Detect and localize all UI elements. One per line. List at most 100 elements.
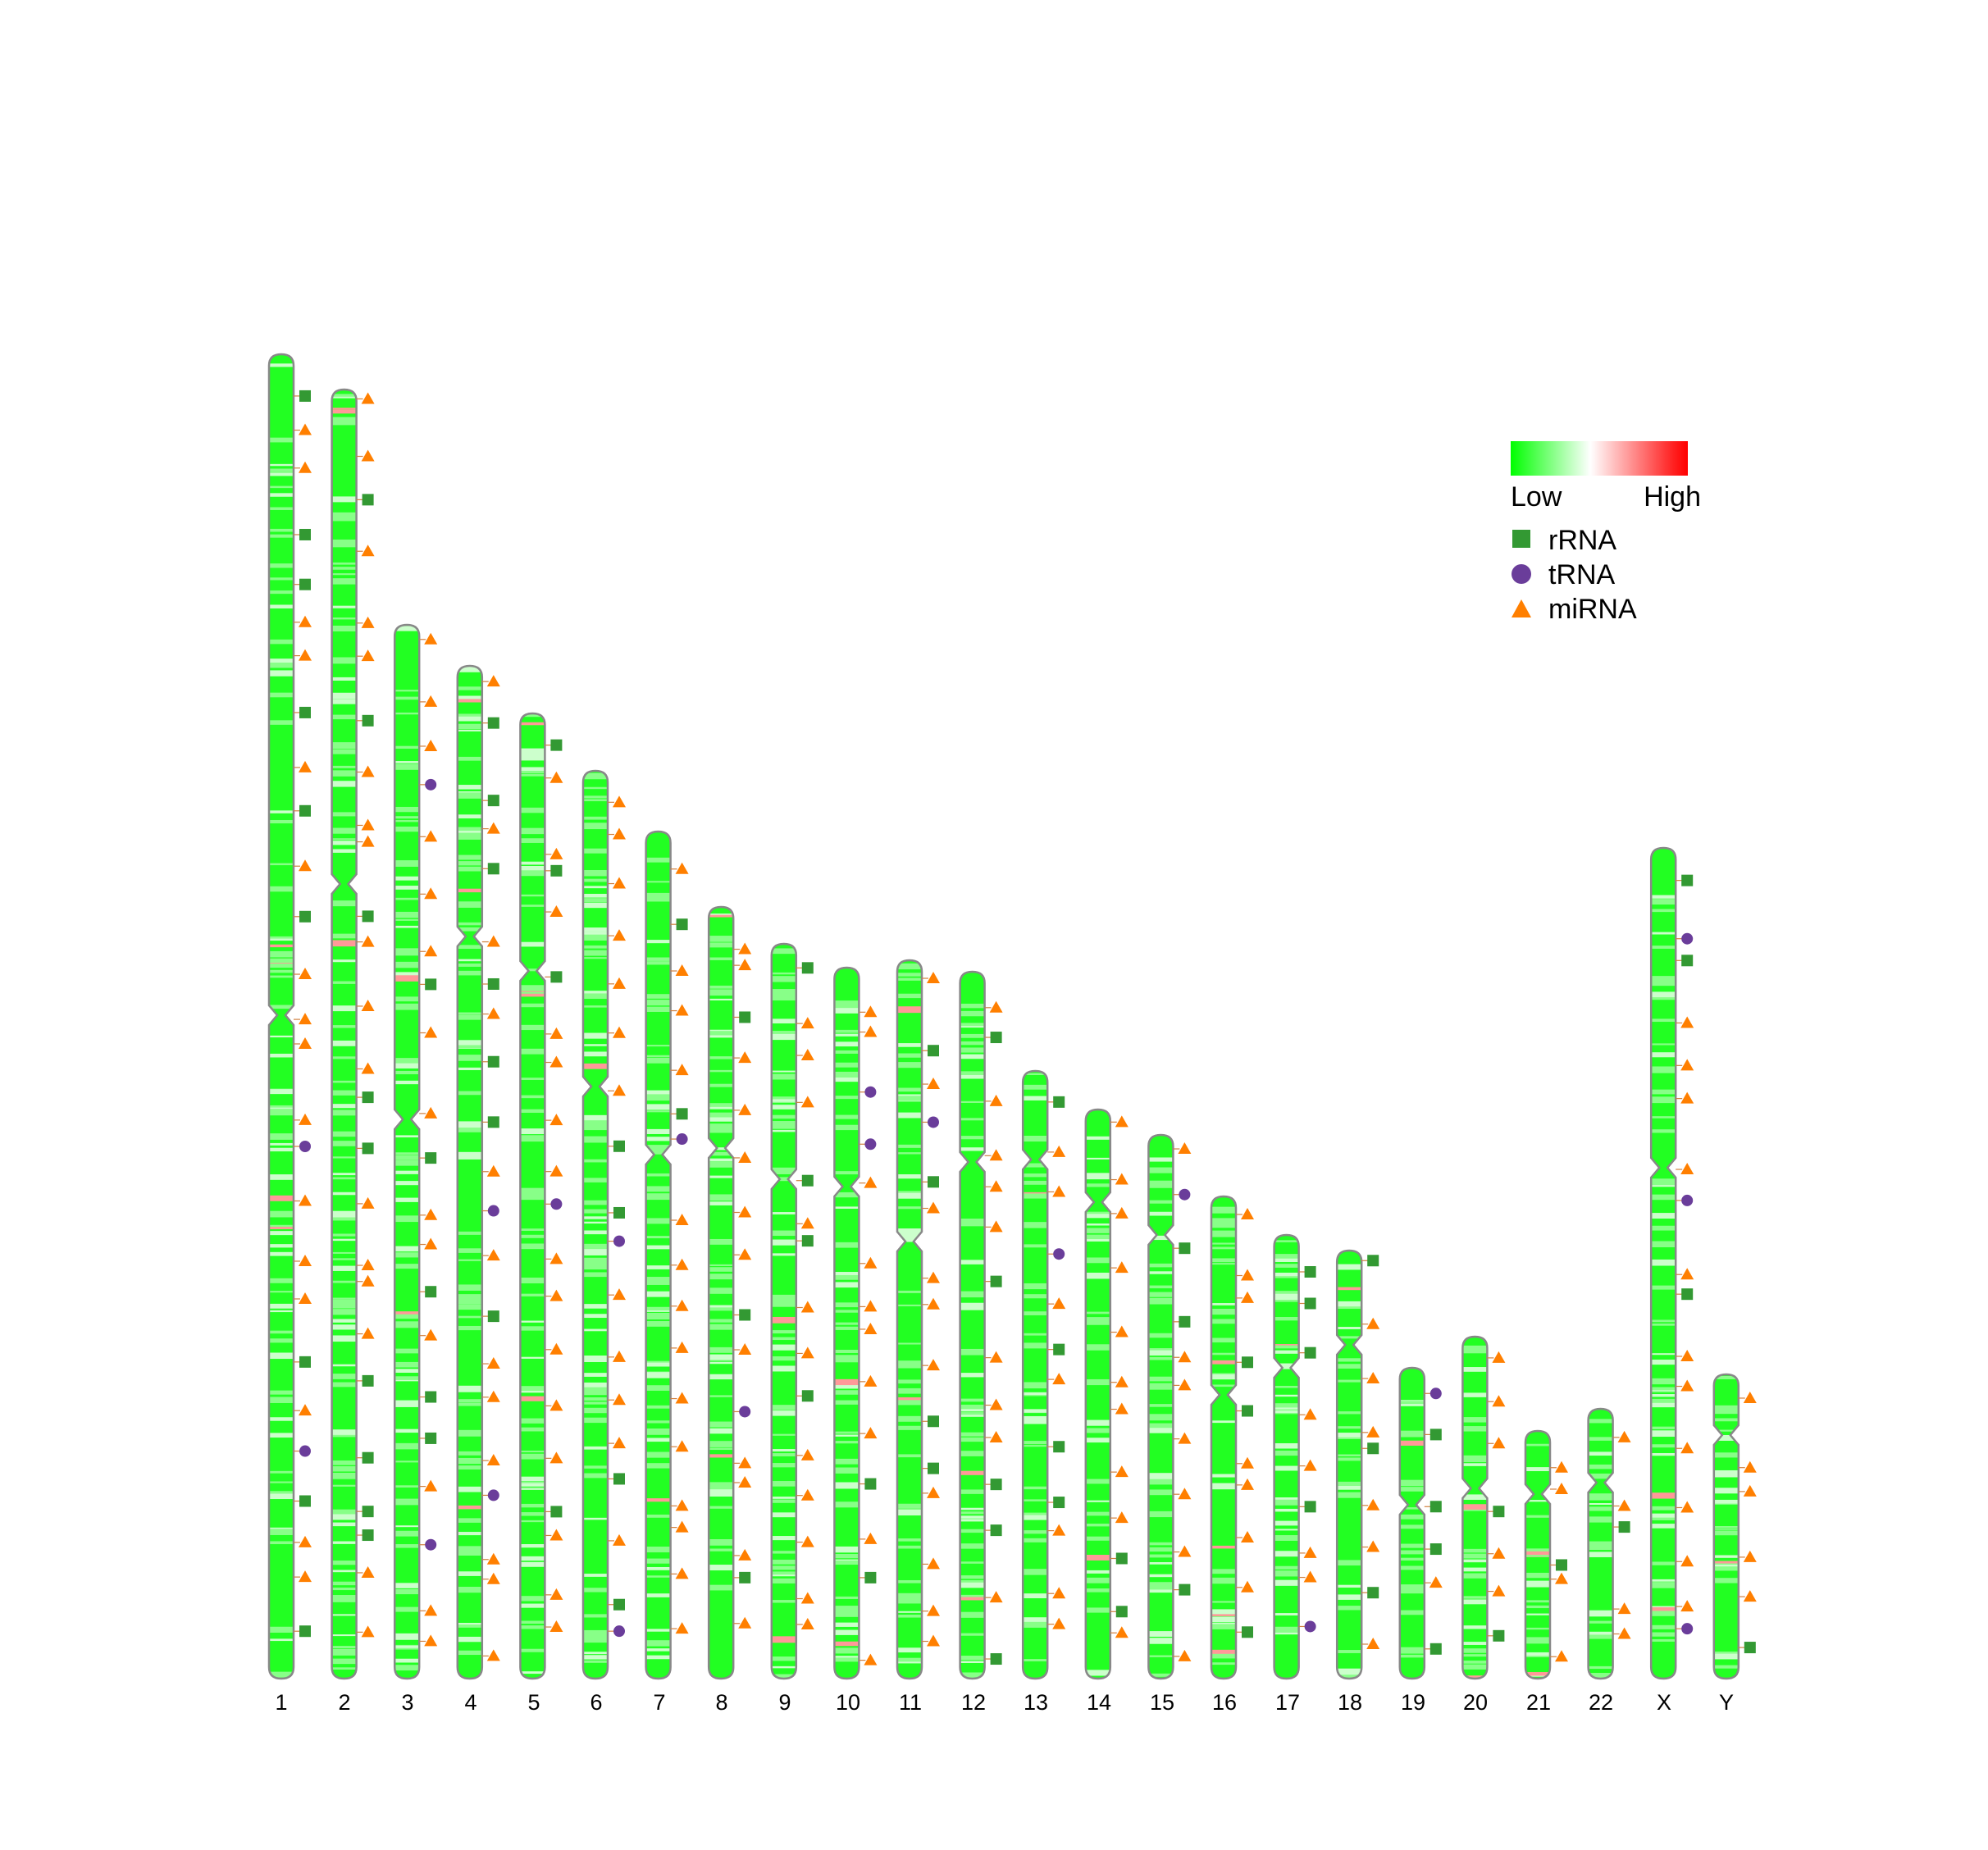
rrna-marker (990, 1524, 1002, 1537)
chromosome-outline (1587, 1407, 1614, 1680)
chromosome-outline (1712, 1373, 1740, 1680)
features-chromosome-Y (1738, 1391, 1757, 1654)
chromosome-label-6: 6 (590, 1690, 602, 1715)
trna-marker (550, 1198, 563, 1210)
chromosome-label-Y: Y (1719, 1690, 1734, 1715)
mirna-marker (549, 905, 563, 918)
mirna-marker (1052, 1524, 1066, 1536)
mirna-marker (1178, 1432, 1192, 1444)
chromosome-outline (456, 664, 484, 1680)
mirna-marker (486, 1357, 500, 1369)
chromosome-heat-bands (1211, 1196, 1236, 1679)
rrna-marker (425, 1286, 437, 1298)
rrna-marker (1053, 1343, 1065, 1356)
mirna-marker (424, 1479, 438, 1492)
chromosome-label-8: 8 (715, 1690, 727, 1715)
mirna-marker (864, 1025, 878, 1037)
mirna-marker (1115, 1375, 1129, 1388)
mirna-marker (424, 1106, 438, 1119)
chromosome-outline (1524, 1429, 1552, 1680)
chromosome-8 (707, 905, 735, 1680)
chromosome-outline (645, 830, 672, 1680)
mirna-marker (613, 1437, 626, 1449)
chromosome-outline (1147, 1133, 1174, 1680)
mirna-marker (424, 887, 438, 900)
chromosome-heat-bands (1148, 1135, 1174, 1679)
rrna-marker (362, 1374, 374, 1387)
mirna-marker (549, 1399, 563, 1411)
mirna-marker (1366, 1425, 1380, 1438)
mirna-marker (549, 1164, 563, 1177)
chromosome-X (1649, 846, 1677, 1680)
mirna-marker (613, 1533, 626, 1546)
mirna-marker (1680, 1091, 1694, 1104)
chromosome-10 (833, 966, 860, 1680)
mirna-marker (1052, 1587, 1066, 1599)
rrna-marker (487, 977, 499, 990)
rrna-marker (990, 1275, 1002, 1287)
rrna-marker (1367, 1587, 1379, 1599)
chromosome-Y (1712, 1373, 1740, 1680)
rrna-marker (1493, 1629, 1505, 1642)
mirna-marker (738, 1548, 752, 1561)
rrna-marker (487, 717, 499, 729)
chromosome-outline (1084, 1108, 1112, 1680)
rrna-marker (1429, 1429, 1442, 1441)
trna-marker (487, 1205, 499, 1217)
rrna-marker (801, 1235, 814, 1247)
mirna-marker (675, 1299, 689, 1311)
legend-rrna-label: rRNA (1548, 525, 1616, 556)
mirna-marker (675, 1213, 689, 1225)
mirna-marker (864, 1427, 878, 1439)
rrna-marker (550, 739, 563, 751)
rrna-marker (299, 578, 311, 590)
chromosome-outline (267, 353, 295, 1680)
mirna-marker (361, 1259, 375, 1271)
rrna-marker (487, 795, 499, 807)
mirna-marker (1743, 1391, 1757, 1403)
mirna-marker (361, 1274, 375, 1287)
chromosome-label-5: 5 (527, 1690, 540, 1715)
mirna-marker (1115, 1402, 1129, 1415)
chromosome-outline (1335, 1249, 1363, 1680)
mirna-marker (1115, 1325, 1129, 1337)
mirna-marker (1429, 1576, 1443, 1588)
mirna-marker (1178, 1649, 1192, 1661)
trna-marker (487, 1489, 499, 1501)
rrna-marker (739, 1011, 751, 1023)
chromosome-outline (959, 970, 986, 1680)
chromosome-heat-bands (394, 625, 420, 1679)
rrna-marker (1681, 1288, 1694, 1301)
features-chromosome-17 (1298, 1265, 1317, 1633)
chromosome-heat-bands (960, 972, 985, 1679)
mirna-marker (800, 1346, 814, 1359)
trna-marker (928, 1116, 939, 1128)
mirna-marker (613, 977, 626, 989)
mirna-marker (299, 1570, 312, 1583)
chromosome-12 (959, 970, 986, 1680)
mirna-marker (1492, 1547, 1506, 1559)
mirna-marker (549, 771, 563, 783)
mirna-marker (486, 1649, 500, 1661)
rrna-marker (550, 971, 563, 983)
mirna-marker (424, 945, 438, 957)
rrna-marker (801, 1390, 814, 1402)
features-chromosome-6 (608, 795, 626, 1638)
trna-marker (425, 778, 437, 791)
rrna-legend-icon (1512, 530, 1530, 548)
mirna-marker (1241, 1207, 1254, 1219)
mirna-marker (675, 1440, 689, 1452)
mirna-marker (675, 1064, 689, 1076)
mirna-marker (549, 847, 563, 859)
mirna-marker (800, 1096, 814, 1108)
mirna-marker (927, 1634, 940, 1647)
mirna-marker (424, 1208, 438, 1220)
mirna-marker (1680, 1163, 1694, 1175)
mirna-marker (1241, 1478, 1254, 1490)
features-chromosome-13 (1047, 1096, 1066, 1629)
mirna-marker (1115, 1206, 1129, 1219)
mirna-marker (1241, 1456, 1254, 1469)
mirna-marker (1366, 1317, 1380, 1329)
mirna-marker (424, 739, 438, 751)
